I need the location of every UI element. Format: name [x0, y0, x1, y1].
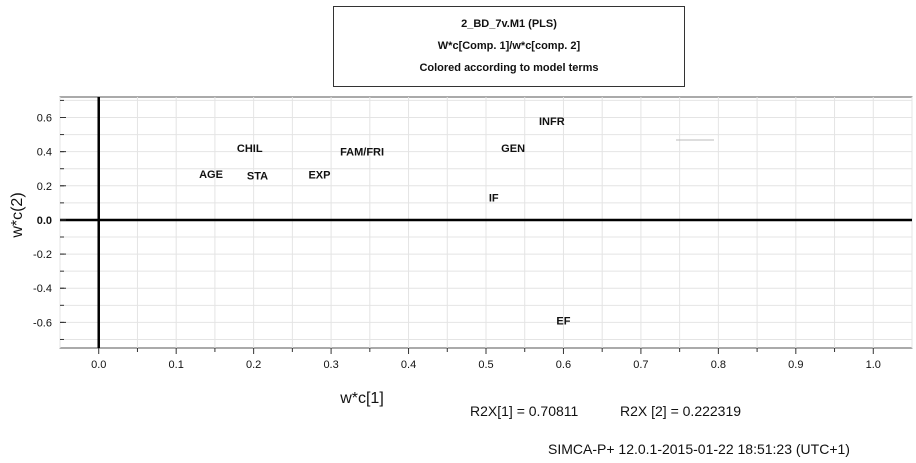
x-tick-label: 0.2	[246, 359, 261, 371]
r2x1-value: R2X[1] = 0.70811	[470, 403, 579, 419]
axes	[60, 97, 912, 348]
x-axis-label: w*c[1]	[339, 390, 384, 407]
x-tick-label: 1.0	[866, 359, 881, 371]
data-points: AGE CHIL STA EXP FAM/FRI GEN INFR IF EF	[199, 116, 571, 328]
y-tick-label: 0.2	[37, 181, 52, 193]
data-point-label: GEN	[501, 143, 525, 155]
grid-lines	[59, 97, 913, 348]
y-axis-label: w*c(2)	[9, 192, 26, 238]
y-tick-label: -0.6	[33, 317, 52, 329]
x-tick-label: 0.7	[633, 359, 648, 371]
y-tick-label: 0.6	[37, 112, 52, 124]
data-point-label: CHIL	[237, 143, 263, 155]
y-ticks: 0.6 0.4 0.2 0.0 -0.2 -0.4 -0.6	[33, 99, 66, 340]
y-tick-label: 0.4	[37, 147, 52, 159]
x-tick-label: 0.3	[323, 359, 338, 371]
x-tick-label: 0.1	[169, 359, 184, 371]
x-tick-label: 0.9	[788, 359, 803, 371]
x-ticks: 0.0 0.1 0.2 0.3 0.4 0.5 0.6 0.7 0.8 0.9 1.0	[91, 348, 881, 371]
chart-title: 2_BD_7v.M1 (PLS)	[461, 18, 557, 30]
x-tick-label: 0.4	[401, 359, 416, 371]
data-point-label: EF	[556, 316, 570, 328]
x-tick-label: 0.8	[711, 359, 726, 371]
data-point-label: INFR	[539, 116, 565, 128]
chart-subtitle: W*c[Comp. 1]/w*c[comp. 2]	[437, 40, 581, 52]
y-tick-label: 0.0	[37, 215, 52, 227]
data-point-label: AGE	[199, 169, 223, 181]
data-point-label: FAM/FRI	[340, 147, 384, 159]
y-tick-label: -0.2	[33, 249, 52, 261]
x-tick-label: 0.6	[556, 359, 571, 371]
x-tick-label: 0.5	[478, 359, 493, 371]
r2x2-value: R2X [2] = 0.222319	[620, 403, 742, 419]
data-point-label: IF	[489, 193, 499, 205]
software-version: SIMCA-P+ 12.0.1-2015-01-22 18:51:23 (UTC…	[548, 441, 850, 457]
y-tick-label: -0.4	[33, 283, 52, 295]
data-point-label: EXP	[308, 170, 330, 182]
x-tick-label: 0.0	[91, 359, 106, 371]
chart-subtitle-coloring: Colored according to model terms	[419, 62, 599, 74]
title-box: 2_BD_7v.M1 (PLS) W*c[Comp. 1]/w*c[comp. …	[333, 6, 685, 87]
data-point-label: STA	[247, 171, 268, 183]
